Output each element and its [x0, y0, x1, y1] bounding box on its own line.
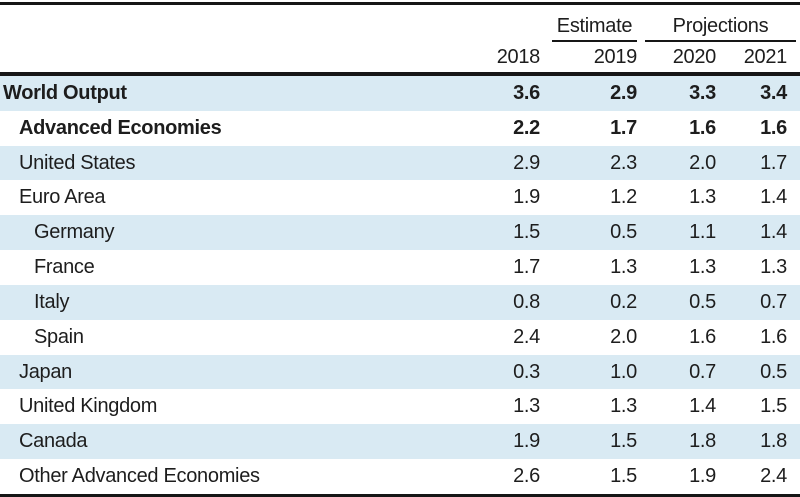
table-row: Other Advanced Economies 2.6 1.5 1.9 2.4 [0, 459, 800, 494]
row-value-2018: 0.8 [513, 290, 540, 313]
row-value-2018: 0.3 [513, 360, 540, 383]
year-header-2020: 2020 [672, 46, 717, 68]
estimate-label: Estimate [556, 15, 633, 37]
row-value-2021: 1.6 [760, 325, 787, 348]
row-value-2020: 1.8 [689, 430, 716, 453]
projections-column-group: Projections [645, 5, 796, 42]
year-header-row: 2018 2019 2020 2021 [0, 42, 800, 72]
table-row: Canada 1.9 1.5 1.8 1.8 [0, 424, 800, 460]
row-value-2020: 1.4 [689, 395, 716, 418]
row-value-2018: 1.9 [513, 430, 540, 453]
row-label: Canada [19, 430, 88, 453]
row-value-2019: 0.5 [610, 221, 637, 244]
table-row: United Kingdom 1.3 1.3 1.4 1.5 [0, 389, 800, 424]
row-value-2020: 1.9 [689, 465, 716, 488]
row-value-2019: 1.7 [610, 116, 637, 139]
group-header-spacer-2018 [448, 5, 540, 42]
row-label: France [34, 256, 95, 279]
row-value-2018: 3.6 [513, 81, 540, 104]
row-label: Spain [34, 325, 84, 348]
row-value-2021: 3.4 [760, 81, 787, 104]
year-header-2021: 2021 [743, 46, 788, 68]
table-row: Italy 0.8 0.2 0.5 0.7 [0, 284, 800, 320]
table-row: Germany 1.5 0.5 1.1 1.4 [0, 215, 800, 251]
table-row: World Output 3.6 2.9 3.3 3.4 [0, 76, 800, 111]
row-value-2019: 1.5 [610, 430, 637, 453]
top-rule [0, 2, 800, 5]
row-value-2018: 2.4 [513, 325, 540, 348]
row-label: Germany [34, 221, 115, 244]
row-value-2021: 1.6 [760, 116, 787, 139]
row-value-2019: 2.0 [610, 325, 637, 348]
row-value-2021: 2.4 [760, 465, 787, 488]
row-value-2018: 1.5 [513, 221, 540, 244]
row-label: Advanced Economies [19, 116, 222, 139]
row-value-2021: 1.4 [760, 186, 787, 209]
row-value-2018: 1.9 [513, 186, 540, 209]
header-rule [0, 72, 800, 76]
row-value-2019: 1.2 [610, 186, 637, 209]
row-value-2021: 1.3 [760, 256, 787, 279]
year-header-spacer [0, 42, 448, 72]
table-row: Euro Area 1.9 1.2 1.3 1.4 [0, 180, 800, 215]
row-value-2018: 1.7 [513, 256, 540, 279]
year-header-2018: 2018 [496, 46, 541, 68]
table-body: World Output 3.6 2.9 3.3 3.4 Advanced Economi… [0, 76, 800, 494]
row-value-2019: 2.9 [610, 81, 637, 104]
row-value-2020: 0.7 [689, 360, 716, 383]
row-value-2019: 1.3 [610, 256, 637, 279]
row-value-2021: 1.5 [760, 395, 787, 418]
year-header-2019: 2019 [593, 46, 638, 68]
bottom-rule [0, 494, 800, 497]
table-row: Advanced Economies 2.2 1.7 1.6 1.6 [0, 111, 800, 146]
row-value-2021: 1.7 [760, 151, 787, 174]
row-value-2019: 1.3 [610, 395, 637, 418]
row-value-2020: 1.3 [689, 256, 716, 279]
row-value-2020: 1.1 [689, 221, 716, 244]
row-label: United Kingdom [19, 395, 158, 418]
row-value-2020: 1.3 [689, 186, 716, 209]
row-label: Other Advanced Economies [19, 465, 260, 488]
row-value-2019: 1.5 [610, 465, 637, 488]
row-label: United States [19, 151, 136, 174]
row-value-2021: 1.4 [760, 221, 787, 244]
row-value-2020: 2.0 [689, 151, 716, 174]
table-row: Japan 0.3 1.0 0.7 0.5 [0, 354, 800, 390]
table-row: Spain 2.4 2.0 1.6 1.6 [0, 320, 800, 355]
row-value-2018: 2.2 [513, 116, 540, 139]
row-value-2019: 1.0 [610, 360, 637, 383]
row-value-2020: 0.5 [689, 290, 716, 313]
row-value-2020: 1.6 [689, 325, 716, 348]
row-value-2018: 2.9 [513, 151, 540, 174]
column-group-header-row: Estimate Projections [0, 5, 800, 42]
row-value-2018: 2.6 [513, 465, 540, 488]
table-row: United States 2.9 2.3 2.0 1.7 [0, 145, 800, 181]
group-header-spacer [0, 5, 448, 42]
row-value-2020: 1.6 [689, 116, 716, 139]
row-value-2019: 0.2 [610, 290, 637, 313]
estimate-column-group: Estimate [552, 5, 637, 42]
row-label: World Output [3, 81, 127, 104]
row-value-2021: 0.7 [760, 290, 787, 313]
projections-label: Projections [672, 15, 769, 37]
row-label: Euro Area [19, 186, 106, 209]
row-value-2019: 2.3 [610, 151, 637, 174]
row-value-2021: 1.8 [760, 430, 787, 453]
row-value-2018: 1.3 [513, 395, 540, 418]
row-value-2020: 3.3 [689, 81, 716, 104]
row-label: Italy [34, 290, 70, 313]
table-row: France 1.7 1.3 1.3 1.3 [0, 250, 800, 285]
row-label: Japan [19, 360, 72, 383]
row-value-2021: 0.5 [760, 360, 787, 383]
